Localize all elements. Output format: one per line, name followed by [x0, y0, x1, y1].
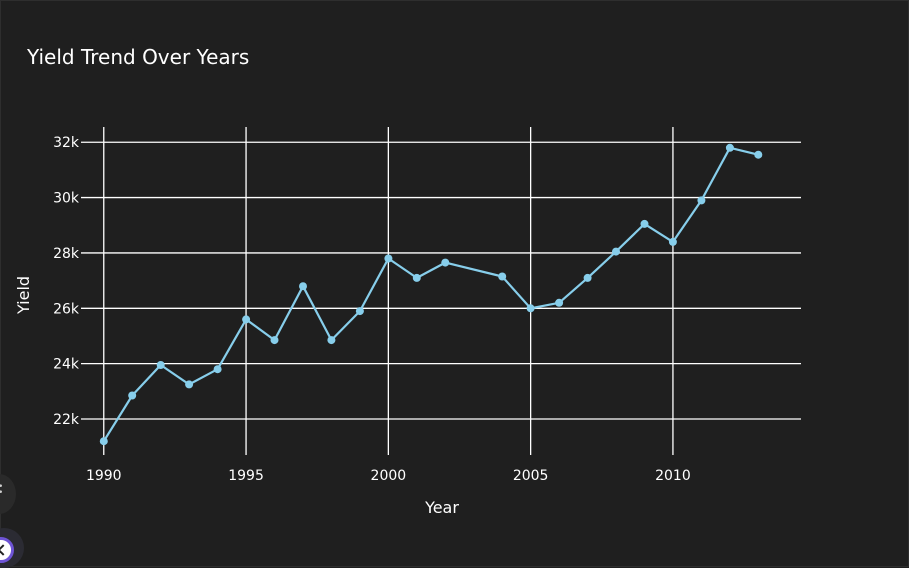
data-point	[697, 196, 706, 205]
data-point	[128, 391, 137, 400]
y-tick-label: 32k	[53, 135, 80, 151]
data-point	[242, 315, 251, 324]
data-point	[640, 219, 649, 228]
data-point	[270, 336, 279, 345]
series-line	[102, 146, 759, 442]
data-point	[384, 254, 393, 263]
data-point	[327, 336, 336, 345]
y-tick-label: 28k	[53, 246, 80, 262]
data-point	[156, 361, 165, 369]
y-tick-label: 22k	[53, 412, 80, 428]
y-tick-label: 26k	[53, 301, 80, 317]
x-axis-title: Year	[424, 498, 459, 517]
y-tick-label: 30k	[53, 191, 80, 207]
data-point	[583, 273, 592, 282]
data-point	[185, 380, 194, 389]
x-tick-label: 2005	[513, 468, 549, 484]
data-point	[526, 304, 535, 313]
data-point	[555, 298, 564, 307]
more-options-icon[interactable]: ••	[0, 483, 4, 504]
data-point	[612, 247, 620, 256]
x-tick-label: 2010	[655, 468, 691, 484]
data-point	[99, 437, 108, 446]
data-point	[299, 282, 307, 291]
data-point	[441, 258, 450, 267]
data-point	[754, 150, 763, 159]
data-point	[412, 273, 421, 282]
data-point	[355, 307, 364, 316]
x-tick-label: 1990	[86, 468, 122, 484]
side-widget-handle[interactable]	[0, 474, 16, 514]
y-axis-title: Yield	[14, 276, 33, 315]
y-tick-label: 24k	[53, 357, 80, 373]
x-tick-label: 1995	[228, 468, 264, 484]
chart-title: Yield Trend Over Years	[26, 45, 249, 69]
assistant-logo-icon[interactable]	[0, 537, 14, 563]
data-point	[725, 143, 734, 152]
data-point	[213, 365, 222, 374]
x-tick-label: 2000	[371, 468, 407, 484]
data-point	[668, 237, 677, 246]
data-point	[498, 272, 507, 281]
